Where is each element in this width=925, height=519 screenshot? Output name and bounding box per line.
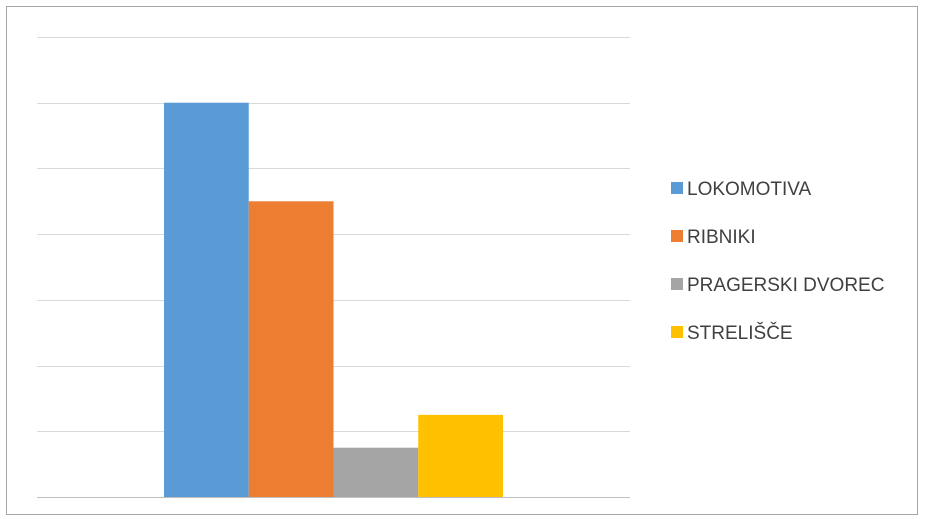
legend-swatch [671,278,683,290]
legend-label: PRAGERSKI DVOREC [687,275,884,296]
legend: LOKOMOTIVA RIBNIKI PRAGERSKI DVOREC STRELIŠ… [671,179,884,344]
legend-swatch [671,326,683,338]
bar-lokomotiva [164,102,249,497]
legend-swatch [671,182,683,194]
legend-label: STRELIŠČE [687,322,793,344]
legend-label: RIBNIKI [687,227,756,248]
bar-streli-e [418,414,503,497]
bar-pragerski-dvorec [333,447,419,497]
bar-ribniki [248,201,334,498]
legend-swatch [671,230,683,242]
legend-label: LOKOMOTIVA [687,179,812,200]
bars [164,102,503,498]
